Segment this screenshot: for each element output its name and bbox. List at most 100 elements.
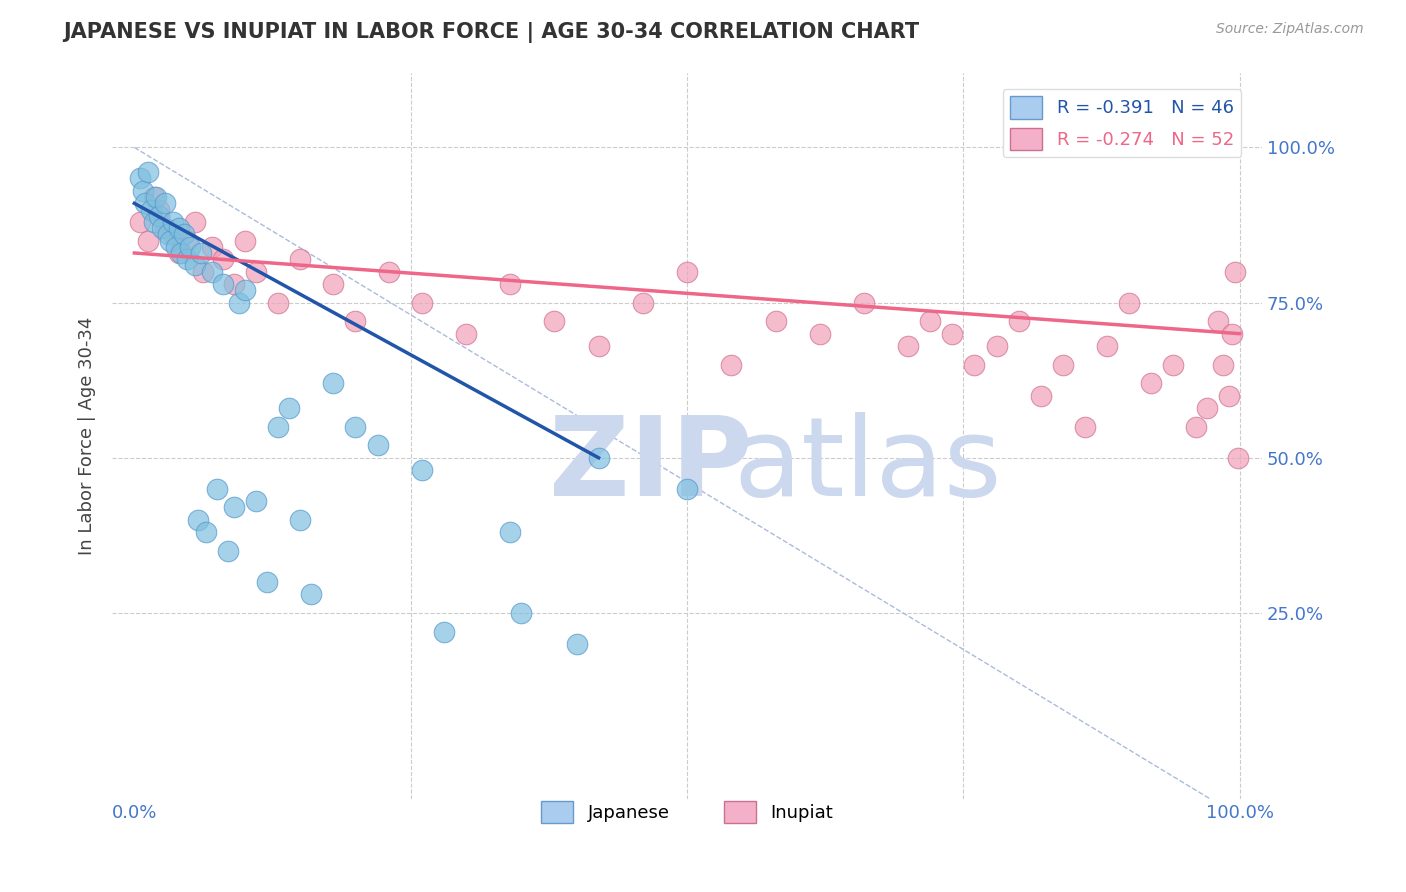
Point	[1206, 314, 1229, 328]
Point	[233, 234, 256, 248]
Point	[170, 246, 193, 260]
Point	[128, 215, 150, 229]
Point	[145, 190, 167, 204]
Point	[676, 482, 699, 496]
Point	[1220, 326, 1243, 341]
Point	[128, 171, 150, 186]
Point	[159, 234, 181, 248]
Point	[676, 264, 699, 278]
Point	[499, 277, 522, 291]
Point	[211, 277, 233, 291]
Point	[1074, 419, 1097, 434]
Text: ZIP: ZIP	[550, 411, 752, 518]
Point	[256, 574, 278, 589]
Point	[1184, 419, 1206, 434]
Point	[139, 202, 162, 217]
Point	[222, 277, 245, 291]
Point	[134, 196, 156, 211]
Point	[1052, 358, 1074, 372]
Y-axis label: In Labor Force | Age 30-34: In Labor Force | Age 30-34	[79, 317, 96, 556]
Point	[136, 165, 159, 179]
Point	[941, 326, 963, 341]
Point	[245, 494, 267, 508]
Point	[1118, 295, 1140, 310]
Point	[852, 295, 875, 310]
Point	[278, 401, 301, 416]
Point	[920, 314, 942, 328]
Point	[543, 314, 565, 328]
Point	[510, 606, 533, 620]
Point	[565, 637, 588, 651]
Point	[765, 314, 787, 328]
Point	[155, 221, 177, 235]
Point	[588, 339, 610, 353]
Point	[228, 295, 250, 310]
Point	[187, 513, 209, 527]
Point	[1008, 314, 1031, 328]
Point	[1218, 389, 1240, 403]
Point	[720, 358, 742, 372]
Point	[184, 215, 207, 229]
Point	[184, 259, 207, 273]
Point	[176, 252, 198, 267]
Point	[1195, 401, 1218, 416]
Point	[211, 252, 233, 267]
Point	[132, 184, 155, 198]
Point	[1029, 389, 1052, 403]
Point	[963, 358, 986, 372]
Point	[631, 295, 654, 310]
Point	[148, 202, 170, 217]
Point	[1212, 358, 1234, 372]
Point	[245, 264, 267, 278]
Point	[411, 295, 433, 310]
Point	[1140, 376, 1163, 391]
Point	[173, 227, 195, 242]
Point	[176, 234, 198, 248]
Point	[201, 240, 224, 254]
Point	[222, 500, 245, 515]
Text: JAPANESE VS INUPIAT IN LABOR FORCE | AGE 30-34 CORRELATION CHART: JAPANESE VS INUPIAT IN LABOR FORCE | AGE…	[63, 22, 920, 44]
Point	[143, 190, 166, 204]
Point	[136, 234, 159, 248]
Point	[267, 295, 290, 310]
Point	[156, 227, 179, 242]
Point	[162, 215, 184, 229]
Point	[195, 525, 218, 540]
Point	[299, 587, 322, 601]
Point	[499, 525, 522, 540]
Point	[808, 326, 831, 341]
Text: atlas: atlas	[733, 411, 1001, 518]
Point	[217, 544, 239, 558]
Point	[344, 314, 367, 328]
Point	[986, 339, 1008, 353]
Point	[322, 376, 344, 391]
Point	[377, 264, 399, 278]
Point	[150, 221, 173, 235]
Point	[143, 215, 166, 229]
Point	[165, 240, 187, 254]
Point	[267, 419, 290, 434]
Point	[322, 277, 344, 291]
Point	[897, 339, 920, 353]
Point	[288, 252, 311, 267]
Legend: Japanese, Inupiat: Japanese, Inupiat	[533, 794, 841, 830]
Point	[1225, 264, 1247, 278]
Point	[167, 221, 190, 235]
Point	[1095, 339, 1118, 353]
Point	[148, 209, 170, 223]
Point	[588, 450, 610, 465]
Point	[162, 227, 184, 242]
Point	[288, 513, 311, 527]
Point	[207, 482, 229, 496]
Text: Source: ZipAtlas.com: Source: ZipAtlas.com	[1216, 22, 1364, 37]
Point	[344, 419, 367, 434]
Point	[454, 326, 477, 341]
Point	[179, 240, 201, 254]
Point	[201, 264, 224, 278]
Point	[167, 246, 190, 260]
Point	[411, 463, 433, 477]
Point	[1226, 450, 1249, 465]
Point	[433, 624, 456, 639]
Point	[1163, 358, 1185, 372]
Point	[190, 246, 212, 260]
